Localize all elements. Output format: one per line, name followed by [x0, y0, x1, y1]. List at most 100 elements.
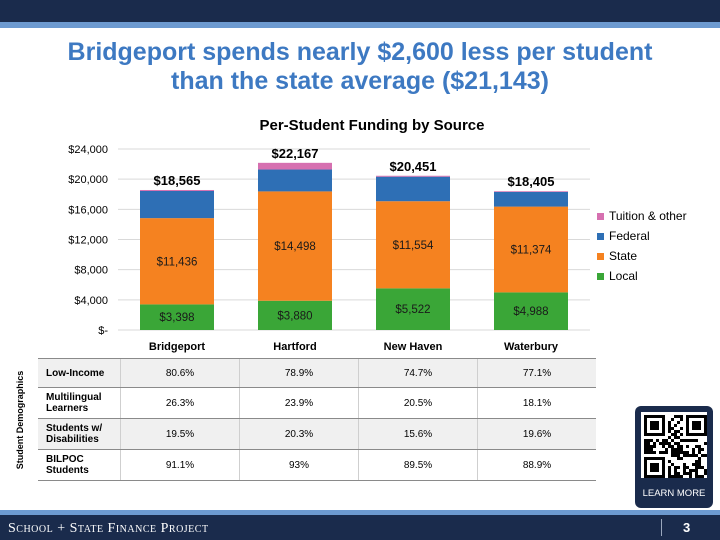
data-label: $14,498 — [274, 241, 316, 253]
bar-segment-local — [494, 292, 568, 330]
qr-module — [680, 439, 683, 442]
qr-module — [659, 451, 662, 454]
qr-module — [647, 439, 650, 442]
qr-module — [695, 463, 698, 466]
qr-module — [680, 433, 683, 436]
data-label: $3,880 — [277, 310, 312, 322]
qr-module — [689, 475, 692, 478]
qr-module — [665, 442, 668, 445]
qr-module — [677, 436, 680, 439]
qr-module — [692, 463, 695, 466]
qr-module — [674, 472, 677, 475]
qr-module — [668, 469, 671, 472]
qr-module — [683, 451, 686, 454]
qr-module — [695, 439, 698, 442]
qr-module — [674, 475, 677, 478]
legend-swatch — [597, 213, 604, 220]
qr-module — [671, 454, 674, 457]
qr-module — [692, 454, 695, 457]
qr-module — [680, 418, 683, 421]
qr-module — [677, 451, 680, 454]
bar-segment-federal — [140, 190, 214, 219]
qr-module — [692, 469, 695, 472]
qr-module — [698, 463, 701, 466]
qr-module — [677, 442, 680, 445]
qr-module — [650, 439, 653, 442]
table-cell: 19.5% — [120, 418, 240, 450]
qr-module — [653, 442, 656, 445]
qr-module — [701, 475, 704, 478]
qr-module — [668, 436, 671, 439]
table-cell: 91.1% — [120, 449, 240, 481]
bar-segment-tuition-other — [376, 175, 450, 177]
qr-module — [701, 466, 704, 469]
learn-more-qr-link[interactable]: LEARN MORE — [635, 406, 713, 508]
qr-module — [668, 445, 671, 448]
row-label: BILPOC Students — [38, 449, 121, 481]
qr-module — [698, 448, 701, 451]
chart-title: Per-Student Funding by Source — [259, 117, 484, 134]
qr-module — [692, 451, 695, 454]
qr-module — [683, 472, 686, 475]
qr-module — [671, 439, 674, 442]
table-row: Low-Income 80.6% 78.9% 74.7% 77.1% — [38, 358, 596, 388]
legend-swatch — [597, 233, 604, 240]
qr-module — [644, 451, 647, 454]
qr-module — [662, 442, 665, 445]
demographics-section-label: Student Demographics — [15, 370, 25, 470]
y-tick-label: $16,000 — [68, 204, 108, 216]
top-accent-stripe — [0, 22, 720, 28]
qr-module — [665, 451, 668, 454]
bar-segment-local — [258, 300, 332, 330]
qr-module — [686, 439, 689, 442]
qr-module — [695, 460, 698, 463]
qr-module — [701, 448, 704, 451]
qr-module — [683, 454, 686, 457]
slide-title: Bridgeport spends nearly $2,600 less per… — [0, 38, 720, 96]
qr-module — [683, 469, 686, 472]
qr-module — [674, 415, 677, 418]
page-number: 3 — [683, 520, 691, 535]
qr-module — [695, 469, 698, 472]
table-row: Multilingual Learners 26.3% 23.9% 20.5% … — [38, 387, 596, 419]
qr-module — [644, 439, 647, 442]
qr-module — [698, 457, 701, 460]
legend-entry: Federal — [609, 229, 650, 243]
qr-module — [671, 433, 674, 436]
qr-module — [662, 445, 665, 448]
qr-module — [698, 445, 701, 448]
qr-module — [674, 469, 677, 472]
x-tick-label: Bridgeport — [149, 341, 206, 353]
qr-module — [668, 427, 671, 430]
qr-module — [653, 451, 656, 454]
qr-module — [650, 448, 653, 451]
qr-module — [674, 424, 677, 427]
bar-segment-tuition-other — [494, 191, 568, 192]
qr-module — [704, 469, 707, 472]
qr-module — [668, 472, 671, 475]
qr-module — [674, 430, 677, 433]
qr-code-icon[interactable] — [641, 412, 707, 478]
qr-module — [671, 427, 674, 430]
bottom-accent-stripe — [0, 510, 720, 515]
qr-module — [689, 469, 692, 472]
qr-module — [680, 427, 683, 430]
slide-title-line-1: Bridgeport spends nearly $2,600 less per… — [67, 38, 653, 66]
qr-module — [647, 442, 650, 445]
legend-swatch — [597, 253, 604, 260]
y-tick-label: $- — [98, 325, 108, 337]
qr-module — [686, 472, 689, 475]
bar-segment-state — [494, 206, 568, 293]
table-cell: 20.5% — [358, 387, 478, 419]
qr-module — [686, 454, 689, 457]
qr-module — [680, 451, 683, 454]
qr-module — [644, 442, 647, 445]
qr-module — [695, 466, 698, 469]
top-banner — [0, 0, 720, 22]
y-tick-label: $24,000 — [68, 144, 108, 156]
qr-module — [683, 463, 686, 466]
qr-module — [659, 442, 662, 445]
table-cell: 18.1% — [477, 387, 596, 419]
qr-module — [695, 445, 698, 448]
learn-more-label[interactable]: LEARN MORE — [642, 488, 706, 499]
